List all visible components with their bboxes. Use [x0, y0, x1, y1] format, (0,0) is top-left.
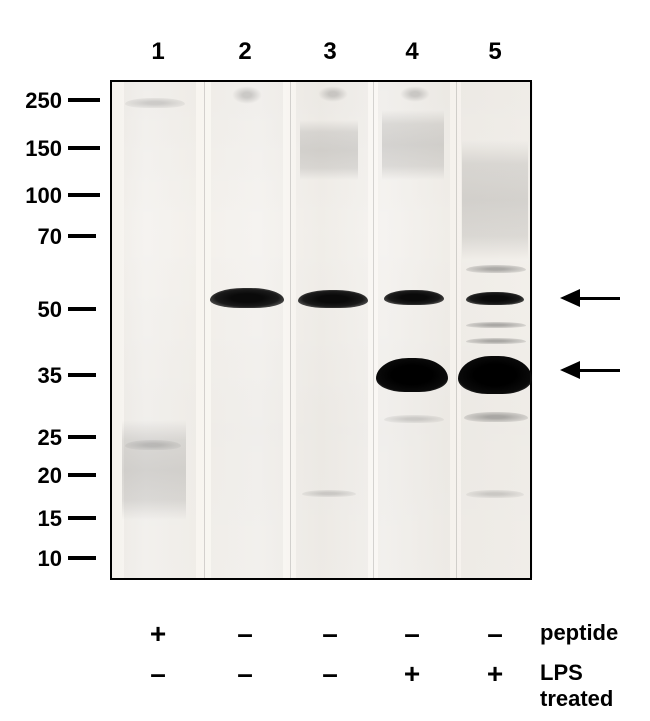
- mw-tick: [68, 146, 100, 150]
- blot-band-55kda: [384, 290, 444, 305]
- treatment-symbol: –: [315, 658, 345, 690]
- treatment-symbol: –: [230, 658, 260, 690]
- mw-label: 15: [12, 506, 62, 532]
- treatment-symbol: +: [480, 658, 510, 690]
- figure-canvas: 1 2 3 4 5 250 150 100 70 50 35 25 20 15 10 + – – – – peptide…: [0, 0, 650, 721]
- arrow-head-icon: [560, 361, 580, 379]
- treatment-label: LPS treated: [540, 660, 650, 712]
- treatment-symbol: –: [230, 618, 260, 650]
- lane-divider: [373, 82, 374, 578]
- lane-number: 5: [480, 38, 510, 66]
- mw-tick: [68, 516, 96, 520]
- lane-divider: [290, 82, 291, 578]
- treatment-symbol: –: [315, 618, 345, 650]
- blot-smudge: [232, 86, 262, 104]
- blot-smear: [122, 420, 186, 520]
- mw-tick: [68, 98, 100, 102]
- treatment-symbol: –: [143, 658, 173, 690]
- blot-band-faint: [466, 265, 526, 273]
- blot-band-55kda: [210, 288, 284, 308]
- blot-band-faint: [466, 490, 524, 498]
- blot-smudge: [400, 86, 430, 102]
- blot-band-55kda: [298, 290, 368, 308]
- lane-number: 4: [397, 38, 427, 66]
- mw-tick: [68, 435, 96, 439]
- mw-tick: [68, 373, 96, 377]
- mw-tick: [68, 473, 96, 477]
- blot-band-faint: [466, 322, 526, 328]
- mw-label: 50: [12, 297, 62, 323]
- mw-tick: [68, 307, 96, 311]
- treatment-symbol: +: [143, 618, 173, 650]
- blot-band-faint: [125, 440, 181, 450]
- lane-number: 1: [143, 38, 173, 66]
- blot-band-faint: [464, 412, 528, 422]
- blot-band-55kda: [466, 292, 524, 305]
- mw-label: 25: [12, 425, 62, 451]
- treatment-symbol: –: [397, 618, 427, 650]
- lane-divider: [456, 82, 457, 578]
- mw-label: 70: [12, 224, 62, 250]
- mw-tick: [68, 234, 96, 238]
- lane-number: 3: [315, 38, 345, 66]
- arrow-head-icon: [560, 289, 580, 307]
- mw-label: 35: [12, 363, 62, 389]
- arrow-shaft: [578, 297, 620, 300]
- blot-smudge: [318, 86, 348, 102]
- lane-divider: [204, 82, 205, 578]
- mw-tick: [68, 556, 96, 560]
- treatment-label: peptide: [540, 620, 618, 646]
- mw-label: 150: [12, 136, 62, 162]
- arrow-indicator: [560, 289, 620, 307]
- treatment-symbol: +: [397, 658, 427, 690]
- treatment-symbol: –: [480, 618, 510, 650]
- blot-smear: [300, 120, 358, 180]
- mw-label: 20: [12, 463, 62, 489]
- blot-band-faint: [302, 490, 356, 497]
- mw-label: 10: [12, 546, 62, 572]
- mw-tick: [68, 193, 100, 197]
- arrow-shaft: [578, 369, 620, 372]
- arrow-indicator: [560, 361, 620, 379]
- lane-number: 2: [230, 38, 260, 66]
- blot-band-35kda: [376, 358, 448, 392]
- mw-label: 100: [12, 183, 62, 209]
- blot-band-faint: [466, 338, 526, 344]
- lane-shade: [211, 82, 283, 578]
- blot-band-faint: [125, 98, 185, 108]
- mw-label: 250: [12, 88, 62, 114]
- blot-smear: [382, 110, 444, 180]
- blot-band-faint: [384, 415, 444, 423]
- blot-band-35kda: [458, 356, 532, 394]
- blot-smear: [462, 140, 528, 260]
